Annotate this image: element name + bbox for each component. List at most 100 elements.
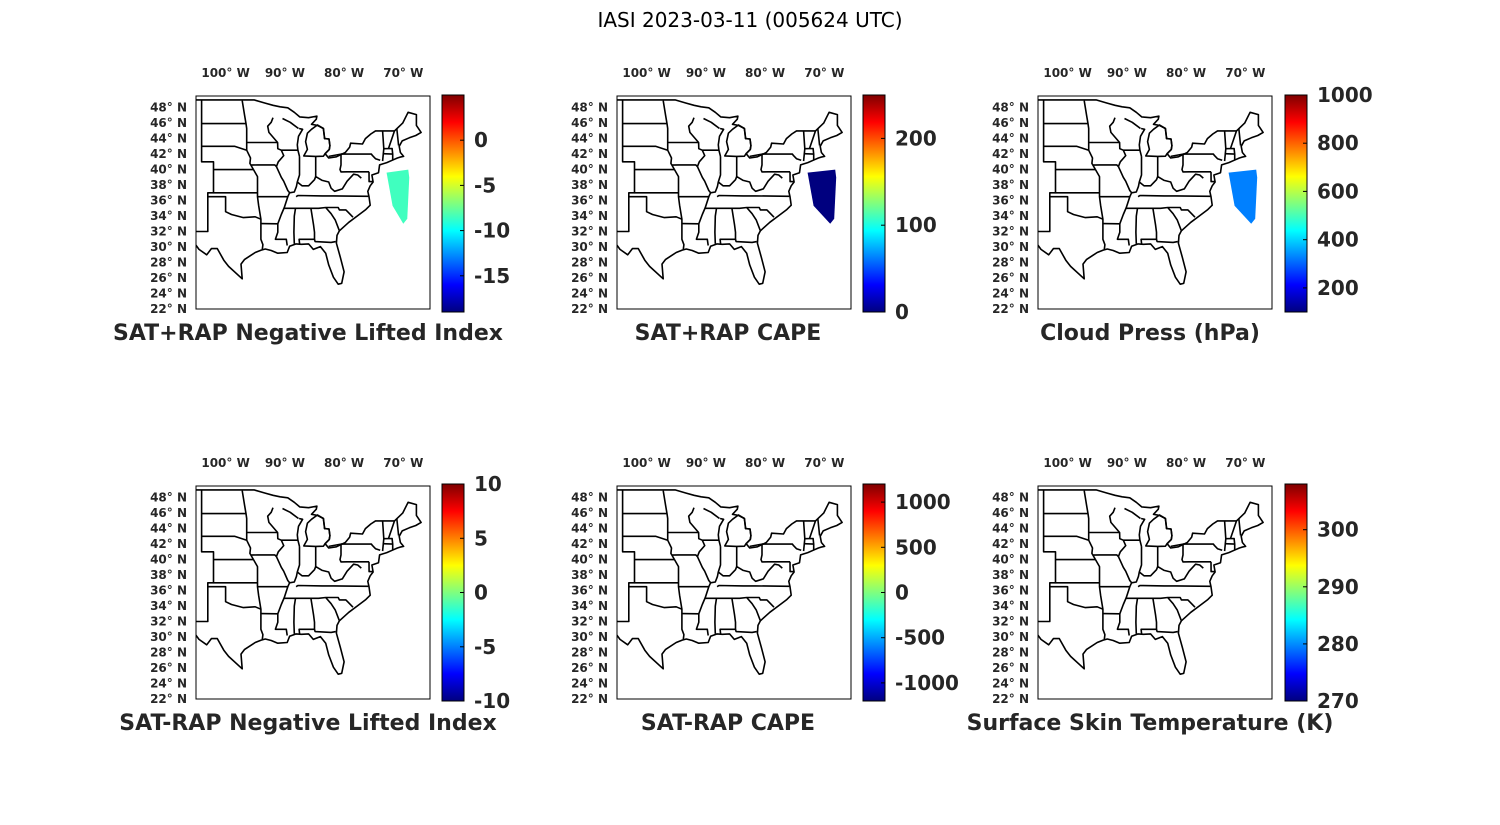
state-boundary <box>325 596 341 622</box>
state-boundary <box>1094 559 1106 640</box>
state-boundary <box>808 520 817 539</box>
state-boundary <box>1138 563 1204 583</box>
state-boundary <box>717 563 783 583</box>
latitude-tick-label: 38° N <box>571 178 608 192</box>
longitude-tick-label: 80° W <box>745 66 785 80</box>
colorbar-tick-label: -5 <box>474 173 496 197</box>
state-boundary <box>266 117 285 167</box>
map-outline <box>196 489 422 675</box>
colorbar <box>442 95 464 312</box>
latitude-tick-label: 38° N <box>992 178 1029 192</box>
state-boundary <box>719 598 737 635</box>
longitude-tick-label: 70° W <box>383 456 423 470</box>
state-boundary <box>1210 171 1216 183</box>
state-boundary <box>313 239 336 244</box>
latitude-tick-label: 42° N <box>571 147 608 161</box>
longitude-tick-label: 70° W <box>383 66 423 80</box>
panel: 100° W 90° W 80° W 70° W 48° N46° N 44° N42° … <box>119 456 510 736</box>
state-boundary <box>1229 130 1238 149</box>
latitude-tick-label: 26° N <box>150 271 187 285</box>
latitude-tick-label: 44° N <box>992 522 1029 536</box>
state-boundary <box>1083 490 1090 541</box>
longitude-tick-label: 100° W <box>201 456 249 470</box>
latitude-tick-label: 32° N <box>150 225 187 239</box>
latitude-tick-label: 36° N <box>571 194 608 208</box>
latitude-tick-label: 24° N <box>992 677 1029 691</box>
map-outline <box>1038 489 1264 675</box>
longitude-tick-label: 70° W <box>1225 66 1265 80</box>
state-boundary <box>662 490 669 541</box>
longitude-tick-label: 80° W <box>1166 66 1206 80</box>
longitude-tick-label: 100° W <box>622 66 670 80</box>
state-boundary <box>717 173 783 193</box>
state-boundary <box>266 507 285 557</box>
latitude-tick-label: 26° N <box>992 271 1029 285</box>
state-boundary <box>245 539 255 561</box>
longitude-tick-label: 70° W <box>1225 456 1265 470</box>
colorbar <box>863 484 885 701</box>
longitude-tick-label: 80° W <box>324 66 364 80</box>
latitude-tick-label: 42° N <box>992 147 1029 161</box>
latitude-tick-label: 42° N <box>571 537 608 551</box>
state-boundary <box>1229 520 1238 539</box>
state-boundary <box>207 195 262 220</box>
panel-title: SAT+RAP Negative Lifted Index <box>113 321 503 346</box>
panel: 100° W 90° W 80° W 70° W 48° N46° N 44° N42° … <box>571 456 959 736</box>
state-boundary <box>1135 598 1139 634</box>
state-boundary <box>1131 156 1143 194</box>
latitude-tick-label: 48° N <box>571 491 608 505</box>
state-boundary <box>1087 539 1097 561</box>
figure-title: IASI 2023-03-11 (005624 UTC) <box>597 8 902 32</box>
state-boundary <box>762 543 802 552</box>
colorbar-tick-label: -1000 <box>895 671 959 695</box>
state-boundary <box>207 585 262 610</box>
retrieval-swath <box>1228 169 1258 224</box>
state-boundary <box>622 145 668 151</box>
state-boundary <box>622 535 668 541</box>
latitude-tick-label: 22° N <box>150 692 187 706</box>
latitude-tick-label: 44° N <box>150 132 187 146</box>
latitude-tick-label: 30° N <box>150 240 187 254</box>
state-boundary <box>687 507 706 557</box>
latitude-tick-label: 34° N <box>571 209 608 223</box>
state-boundary <box>1124 507 1141 520</box>
state-boundary <box>1155 239 1178 244</box>
latitude-tick-label: 22° N <box>992 302 1029 316</box>
latitude-tick-label: 44° N <box>571 522 608 536</box>
state-boundary <box>1049 585 1104 610</box>
state-boundary <box>817 128 821 146</box>
latitude-tick-label: 28° N <box>571 646 608 660</box>
colorbar-tick-label: 0 <box>895 581 909 605</box>
latitude-tick-label: 48° N <box>150 491 187 505</box>
lake-shore <box>1138 517 1146 547</box>
state-boundary <box>1155 629 1178 634</box>
longitude-tick-label: 100° W <box>1043 456 1091 470</box>
latitude-tick-label: 30° N <box>571 630 608 644</box>
state-boundary <box>1140 598 1158 635</box>
colorbar-tick-label: 800 <box>1317 131 1359 155</box>
latitude-tick-label: 28° N <box>150 646 187 660</box>
state-boundary <box>1049 195 1104 220</box>
lake-shore <box>717 517 725 547</box>
state-boundary <box>734 239 757 244</box>
colorbar <box>442 484 464 701</box>
state-boundary <box>671 554 698 558</box>
state-boundary <box>201 535 247 541</box>
panel-title: Cloud Press (hPa) <box>1040 321 1260 346</box>
lake-shore <box>717 127 725 157</box>
state-boundary <box>396 128 400 146</box>
state-boundary <box>662 100 669 151</box>
longitude-tick-label: 100° W <box>622 456 670 470</box>
latitude-tick-label: 36° N <box>992 194 1029 208</box>
latitude-tick-label: 36° N <box>150 194 187 208</box>
state-boundary <box>325 206 341 232</box>
longitude-tick-label: 90° W <box>1107 456 1147 470</box>
state-boundary <box>687 117 706 167</box>
state-boundary <box>1238 518 1242 536</box>
state-boundary <box>628 195 683 220</box>
latitude-tick-label: 40° N <box>571 553 608 567</box>
latitude-tick-label: 44° N <box>150 522 187 536</box>
latitude-tick-label: 46° N <box>571 116 608 130</box>
latitude-tick-label: 22° N <box>150 302 187 316</box>
state-boundary <box>673 169 685 250</box>
